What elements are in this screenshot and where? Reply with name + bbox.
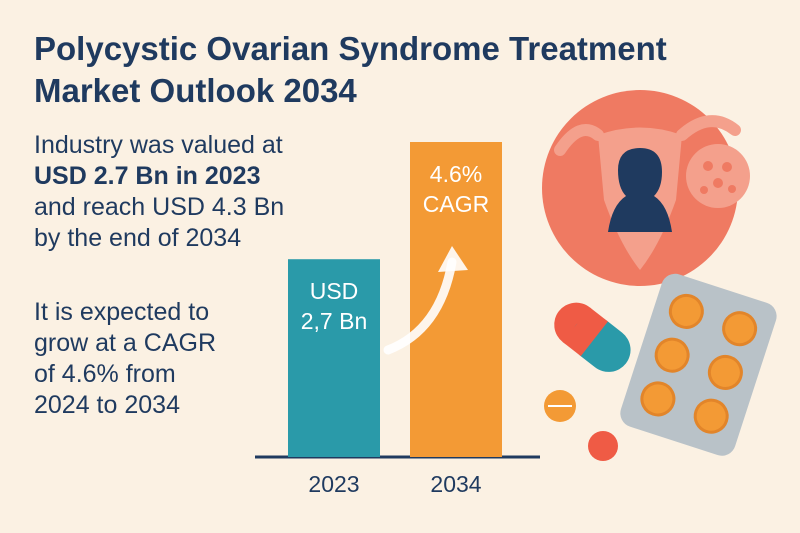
summary-line-4: by the end of 2034 bbox=[34, 224, 242, 252]
bar-2023 bbox=[288, 259, 380, 457]
capsule-icon bbox=[554, 302, 631, 372]
growth-line-2: grow at a CAGR bbox=[34, 329, 217, 357]
bar-label-2023-1: USD bbox=[310, 278, 359, 304]
pill-blister-pack-icon bbox=[620, 273, 777, 456]
x-tick-label-2023: 2023 bbox=[308, 471, 359, 497]
bar-label-2034-2: CAGR bbox=[423, 191, 489, 217]
bar-label-2034-1: 4.6% bbox=[430, 161, 482, 187]
title-line-1: Polycystic Ovarian Syndrome Treatment bbox=[34, 30, 667, 67]
summary-line-2: USD 2.7 Bn in 2023 bbox=[34, 162, 261, 190]
bar-2034 bbox=[410, 142, 502, 457]
growth-line-4: 2024 to 2034 bbox=[34, 391, 180, 419]
title-line-2: Market Outlook 2034 bbox=[34, 72, 357, 109]
uterus-silhouette-icon bbox=[542, 90, 750, 286]
summary-line-3: and reach USD 4.3 Bn bbox=[34, 193, 285, 221]
growth-summary: It is expected to grow at a CAGR of 4.6%… bbox=[34, 297, 334, 421]
summary-line-1: Industry was valued at bbox=[34, 131, 283, 159]
growth-line-1: It is expected to bbox=[34, 298, 210, 326]
bar-label-2023-2: 2,7 Bn bbox=[301, 308, 368, 334]
tablet-icon bbox=[544, 390, 618, 461]
market-value-summary: Industry was valued at USD 2.7 Bn in 202… bbox=[34, 130, 334, 254]
growth-arrow bbox=[383, 257, 457, 355]
growth-line-3: of 4.6% from bbox=[34, 360, 176, 388]
growth-arrow-head bbox=[438, 246, 468, 272]
x-tick-label-2034: 2034 bbox=[430, 471, 481, 497]
page-title: Polycystic Ovarian Syndrome Treatment Ma… bbox=[34, 28, 774, 112]
